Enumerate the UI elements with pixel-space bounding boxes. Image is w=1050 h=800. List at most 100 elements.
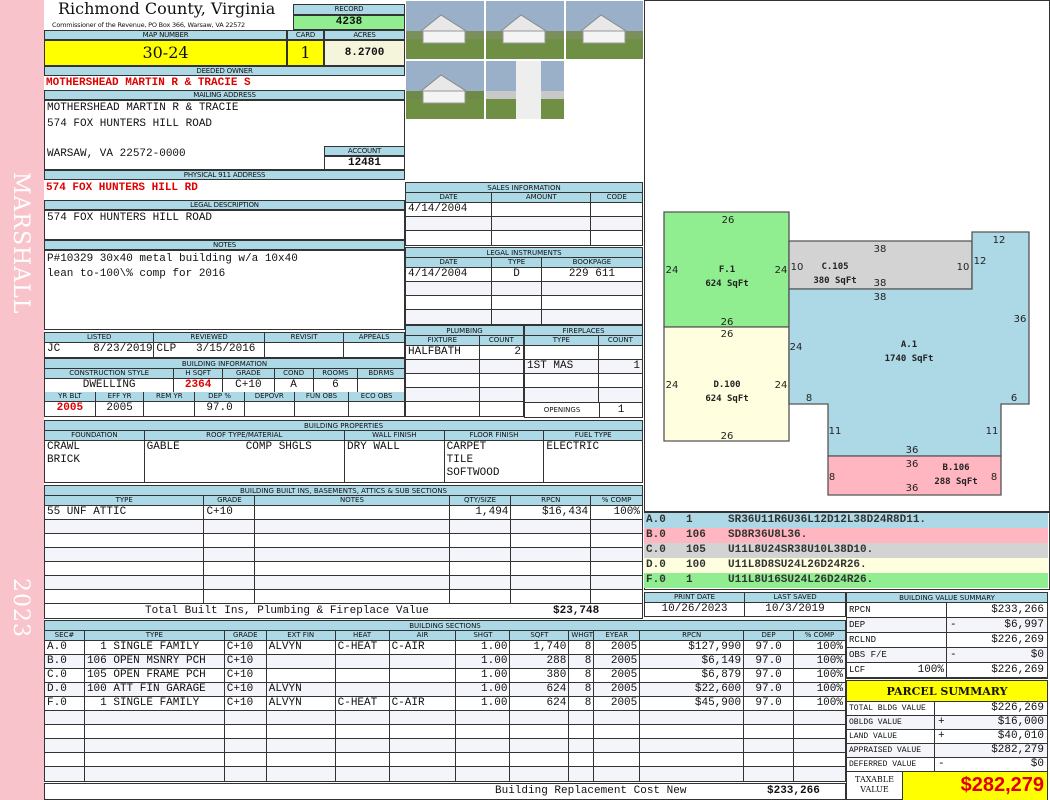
table-cell: 624 (510, 697, 570, 710)
table-row (406, 374, 523, 388)
physical-address-label: PHYSICAL 911 ADDRESS (44, 170, 405, 180)
table-cell (255, 590, 450, 604)
table-cell (406, 374, 480, 387)
value-summary-label: DEP (849, 620, 866, 630)
table-row (525, 346, 642, 360)
sketch-area-label: D.100 (713, 380, 740, 390)
table-row (45, 562, 642, 576)
table-cell (599, 374, 642, 387)
sketch-dimension: 11 (829, 426, 842, 437)
table-cell (406, 231, 493, 245)
table-cell: DRY WALL (345, 441, 445, 482)
table-cell (525, 346, 599, 359)
sketch-dimension: 12 (993, 235, 1006, 246)
table-cell: 1 SINGLE FAMILY (85, 641, 225, 654)
value-summary-value-cell: $233,266 (947, 603, 1047, 617)
table-cell (336, 669, 390, 682)
table-header-row: LISTED REVIEWED REVISIT APPEALS (45, 333, 404, 343)
sketch-area-label: C.105 (821, 262, 848, 272)
table-cell: 100% (816, 641, 843, 653)
table-cell (255, 562, 450, 575)
table-cell (511, 520, 592, 533)
column-header: % COMP (591, 496, 642, 505)
table-cell (640, 711, 745, 724)
mailing-line-1: MOTHERSHEAD MARTIN R & TRACIE (47, 102, 239, 114)
table-cell (510, 711, 570, 724)
table-row (406, 402, 523, 416)
table-cell (450, 562, 512, 575)
parcel-summary-row: LAND VALUE + $40,010 (847, 730, 1047, 744)
table-cell: 100% (613, 506, 640, 518)
table-title: BUILDING BUILT INS, BASEMENTS, ATTICS & … (45, 486, 642, 496)
table-cell (511, 562, 592, 575)
table-cell (569, 725, 595, 738)
value-summary-extra: 100% (917, 664, 944, 676)
sketch-dimension: 26 (721, 317, 734, 328)
value-summary-label-cell: DEP (847, 618, 947, 632)
table-cell (511, 548, 592, 561)
table-cell (510, 753, 570, 766)
table-cell (591, 576, 642, 589)
table-cell: 2 (514, 346, 521, 358)
table-cell (267, 739, 336, 752)
legal-description-box (44, 210, 405, 240)
table-cell (406, 310, 493, 324)
value-summary-row: LCF 100% $226,269 (847, 663, 1047, 678)
column-header: TYPE (492, 258, 542, 267)
table-cell (599, 346, 642, 359)
parcel-value: $0 (1030, 758, 1044, 770)
table-cell (525, 388, 599, 402)
table-cell (390, 711, 457, 724)
table-cell (480, 402, 523, 416)
property-photo-1[interactable] (405, 0, 485, 60)
column-header: ROOF TYPE/MATERIAL (144, 431, 345, 440)
property-photo-3[interactable] (565, 0, 644, 60)
table-cell: 1 (633, 360, 640, 372)
table-cell: C-AIR (390, 697, 457, 710)
legend-code: 106 (686, 529, 706, 541)
table-row (406, 296, 642, 310)
column-header: DATE (406, 258, 493, 267)
building-sections-total-row: Building Replacement Cost New $233,266 (44, 783, 846, 800)
table-cell (510, 767, 570, 781)
building-information-table: BUILDING INFORMATION CONSTRUCTION STYLE H … (44, 358, 405, 394)
table-cell: $22,600 (640, 683, 745, 696)
table-cell: 55 UNF ATTIC (45, 506, 205, 519)
table-cell (336, 725, 390, 738)
parcel-value: $16,000 (997, 716, 1044, 728)
column-header: EXT FIN (266, 631, 336, 640)
table-title: BUILDING PROPERTIES (45, 421, 642, 431)
sketch-dimension: 24 (666, 380, 679, 391)
table-cell: 8 (569, 683, 595, 696)
table-cell: 97.0 (744, 697, 795, 710)
sketch-legend-row: F.0 1 U11L8U16SU24L26D24R26. (644, 573, 1048, 588)
table-cell (591, 548, 642, 561)
column-header: YR BLT (45, 392, 96, 401)
table-row: F.0 1 SINGLE FAMILY C+10 ALVYN C-HEAT C-AIR 1… (45, 697, 845, 711)
property-photo-5[interactable] (485, 60, 565, 120)
table-header-row: FIXTURE COUNT (406, 336, 523, 346)
table-cell: 2005 (45, 402, 96, 416)
parcel-summary-row: DEFERRED VALUE - $0 (847, 758, 1047, 772)
table-cell (492, 296, 542, 309)
table-cell: CLP 3/15/2016 (154, 343, 265, 357)
parcel-value: $226,269 (991, 702, 1044, 714)
table-title: LEGAL INSTRUMENTS (406, 248, 642, 258)
table-cell (542, 296, 642, 309)
value-sign: - (950, 619, 957, 631)
table-cell (594, 739, 641, 752)
column-header: RPCN (511, 496, 592, 505)
table-row (45, 534, 642, 548)
house-photo-icon (406, 61, 484, 119)
table-cell (45, 753, 85, 766)
property-photo-2[interactable] (485, 0, 565, 60)
column-header: FIXTURE (406, 336, 480, 345)
table-cell: 97.0 (195, 402, 245, 416)
table-title: FIREPLACES (525, 326, 642, 336)
legend-section: B.0 (646, 529, 666, 541)
replacement-cost-value: $233,266 (767, 785, 820, 797)
table-cell (640, 767, 745, 781)
parcel-value-cell: $226,269 (935, 702, 1047, 715)
sales-information-table: SALES INFORMATION DATE AMOUNT CODE 4/14/2004 (405, 182, 643, 246)
property-photo-4[interactable] (405, 60, 485, 120)
